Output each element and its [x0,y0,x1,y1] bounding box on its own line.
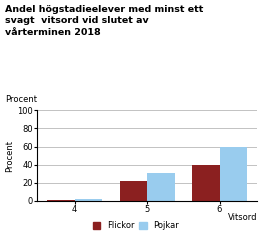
Bar [75,199,102,201]
Text: Andel högstadieelever med minst ett
svagt  vitsord vid slutet av
vårterminen 201: Andel högstadieelever med minst ett svag… [5,5,204,37]
Text: Procent: Procent [5,95,37,104]
Bar [147,173,175,201]
Y-axis label: Procent: Procent [5,140,14,171]
Bar [47,199,75,201]
Bar [192,165,219,201]
Legend: Flickor, Pojkar: Flickor, Pojkar [93,221,179,230]
Bar [219,147,247,201]
Text: Vitsord: Vitsord [228,213,257,222]
Bar [120,181,147,201]
